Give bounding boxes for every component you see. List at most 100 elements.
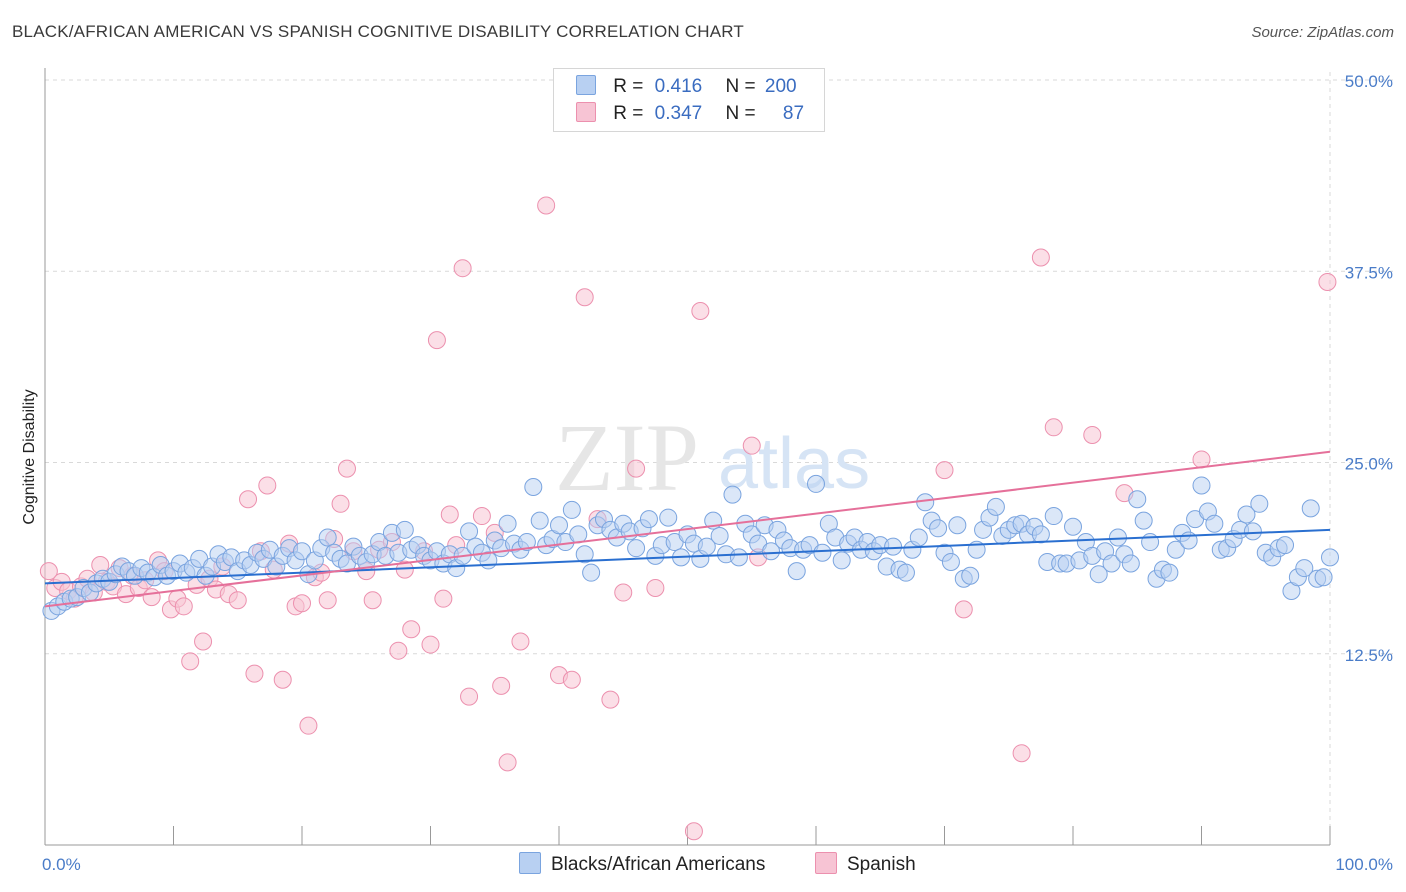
black-point bbox=[530, 511, 549, 530]
bottom-legend-spanish: Spanish bbox=[815, 852, 916, 876]
legend-n-label: N = bbox=[725, 76, 756, 97]
black-point bbox=[1089, 565, 1108, 584]
black-point bbox=[986, 497, 1005, 516]
bottom-legend-swatch-black bbox=[519, 852, 541, 874]
spanish-point bbox=[39, 562, 58, 581]
y-tick-label: 37.5% bbox=[1345, 263, 1393, 282]
black-point bbox=[550, 516, 568, 535]
spanish-point bbox=[142, 588, 161, 607]
spanish-point bbox=[646, 578, 665, 597]
spanish-point bbox=[421, 635, 440, 654]
black-point bbox=[1237, 505, 1256, 524]
black-point bbox=[1128, 490, 1147, 509]
black-point bbox=[460, 522, 479, 541]
spanish-point bbox=[293, 594, 311, 613]
spanish-point bbox=[427, 331, 446, 350]
black-point bbox=[1192, 476, 1211, 495]
black-point bbox=[1321, 548, 1339, 567]
spanish-point bbox=[318, 591, 337, 610]
black-point bbox=[807, 474, 825, 493]
black-point bbox=[569, 525, 588, 544]
black-points bbox=[42, 474, 1339, 620]
black-point bbox=[832, 551, 851, 570]
bottom-legend-black: Blacks/African Americans bbox=[519, 852, 765, 876]
spanish-point bbox=[954, 600, 973, 619]
spanish-point bbox=[1031, 248, 1050, 267]
axes bbox=[44, 68, 1331, 846]
black-point bbox=[1121, 554, 1140, 573]
black-point bbox=[1102, 554, 1121, 573]
black-point bbox=[723, 485, 742, 504]
black-point bbox=[909, 528, 928, 547]
black-point bbox=[1243, 522, 1262, 541]
legend-r-label: R = bbox=[613, 103, 644, 124]
spanish-point bbox=[627, 459, 646, 478]
spanish-point bbox=[537, 196, 556, 215]
black-trend-line bbox=[44, 528, 1331, 585]
watermark-atlas: atlas bbox=[718, 424, 870, 504]
black-point bbox=[562, 500, 581, 519]
black-point bbox=[318, 528, 337, 547]
spanish-point bbox=[434, 589, 453, 608]
spanish-point bbox=[363, 591, 382, 610]
black-point bbox=[1250, 494, 1269, 513]
spanish-point bbox=[511, 632, 530, 651]
spanish-point bbox=[258, 476, 277, 495]
spanish-point bbox=[498, 753, 517, 772]
spanish-point bbox=[562, 670, 581, 689]
bottom-legend-label-black: Blacks/African Americans bbox=[551, 854, 766, 875]
black-point bbox=[961, 566, 980, 585]
spanish-point bbox=[460, 687, 479, 706]
legend-n-value: 200 bbox=[764, 76, 797, 97]
black-point bbox=[941, 552, 960, 571]
black-point bbox=[1134, 511, 1153, 530]
spanish-point bbox=[575, 288, 594, 307]
spanish-point bbox=[453, 259, 472, 278]
black-point bbox=[1064, 517, 1082, 536]
legend-r-label: R = bbox=[613, 76, 644, 97]
spanish-point bbox=[1083, 425, 1102, 444]
legend-row-spanish: R = 0.347 N = 87 bbox=[576, 102, 804, 128]
spanish-point bbox=[273, 670, 292, 689]
bottom-legend-swatch-spanish bbox=[815, 852, 837, 874]
x-tick-label: 0.0% bbox=[42, 855, 81, 874]
legend-row-black: R = 0.416 N = 200 bbox=[576, 75, 797, 101]
black-point bbox=[659, 508, 678, 527]
black-point bbox=[1205, 514, 1224, 533]
black-point bbox=[627, 539, 646, 558]
spanish-point bbox=[1044, 418, 1063, 437]
spanish-point bbox=[691, 302, 710, 321]
black-point bbox=[884, 537, 903, 556]
spanish-point bbox=[181, 652, 200, 671]
black-point bbox=[293, 542, 311, 561]
spanish-point bbox=[228, 591, 247, 610]
black-point bbox=[639, 510, 658, 529]
spanish-point bbox=[1318, 272, 1337, 291]
black-point bbox=[498, 514, 517, 533]
black-point bbox=[1044, 507, 1063, 526]
black-point bbox=[1160, 563, 1179, 582]
spanish-point bbox=[389, 641, 408, 660]
y-tick-label: 12.5% bbox=[1345, 646, 1393, 665]
spanish-point bbox=[601, 690, 620, 709]
black-point bbox=[1276, 536, 1295, 555]
trend-lines bbox=[44, 450, 1331, 608]
y-tick-label: 50.0% bbox=[1345, 72, 1393, 91]
y-tick-labels: 12.5% 25.0% 37.5% 50.0% bbox=[1345, 72, 1393, 665]
black-point bbox=[710, 526, 729, 545]
spanish-point bbox=[174, 597, 193, 616]
spanish-point bbox=[299, 716, 318, 735]
source-label: Source: ZipAtlas.com bbox=[1251, 24, 1394, 41]
black-point bbox=[929, 519, 948, 538]
black-point bbox=[524, 477, 543, 496]
legend-swatch-spanish bbox=[576, 102, 596, 122]
black-point bbox=[1031, 525, 1050, 544]
spanish-point bbox=[440, 505, 459, 524]
x-tick-label: 100.0% bbox=[1335, 855, 1393, 874]
watermark-zip: ZIP bbox=[555, 404, 699, 511]
spanish-point bbox=[337, 459, 356, 478]
black-point bbox=[1166, 540, 1185, 559]
legend-n-value: 87 bbox=[782, 103, 805, 124]
spanish-point bbox=[1192, 450, 1211, 469]
